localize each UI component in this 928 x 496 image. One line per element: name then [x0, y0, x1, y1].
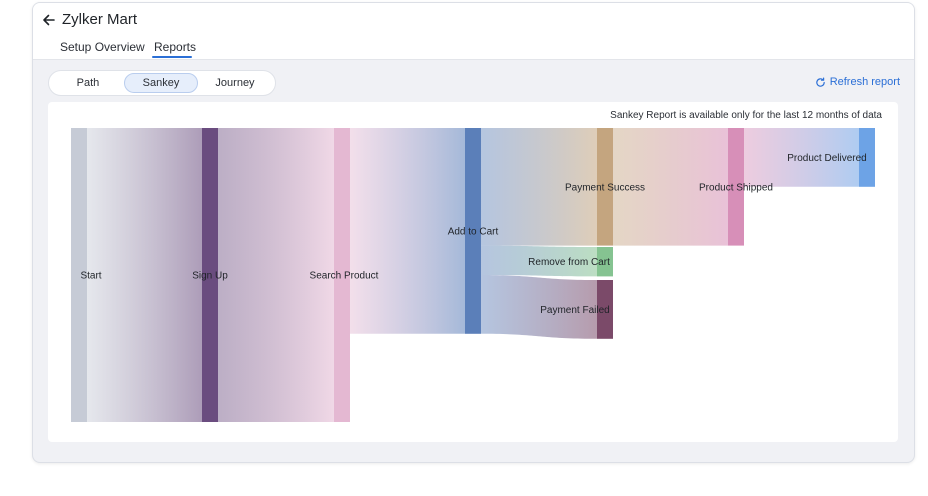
link-add-to-cart-to-payment-failed[interactable] [481, 275, 597, 339]
refresh-icon [815, 77, 825, 87]
node-remove-from-cart[interactable] [597, 247, 613, 277]
page-title: Zylker Mart [62, 11, 137, 28]
node-search-product[interactable] [334, 128, 350, 422]
node-label-product-delivered: Product Delivered [787, 153, 866, 164]
data-availability-note: Sankey Report is available only for the … [610, 110, 882, 121]
node-label-sign-up: Sign Up [192, 271, 228, 282]
refresh-report-label: Refresh report [829, 76, 900, 88]
node-payment-success[interactable] [597, 128, 613, 246]
node-start[interactable] [71, 128, 87, 422]
sankey-panel: Sankey Report is available only for the … [48, 102, 898, 442]
report-card: Zylker Mart Setup Overview Reports Path … [32, 2, 915, 463]
view-option-journey[interactable]: Journey [215, 77, 255, 89]
node-label-start: Start [80, 271, 101, 282]
link-payment-success-to-product-shipped[interactable] [613, 128, 728, 246]
node-product-shipped[interactable] [728, 128, 744, 246]
top-bar: Zylker Mart Setup Overview Reports [33, 3, 914, 60]
node-label-search-product: Search Product [310, 271, 379, 282]
node-label-payment-failed: Payment Failed [540, 305, 609, 316]
node-label-product-shipped: Product Shipped [699, 182, 773, 193]
tab-setup-overview[interactable]: Setup Overview [60, 40, 145, 54]
active-tab-indicator [152, 56, 192, 58]
refresh-report-button[interactable]: Refresh report [815, 76, 900, 88]
link-sign-up-to-search-product[interactable] [218, 128, 334, 422]
link-search-product-to-add-to-cart[interactable] [350, 128, 465, 334]
node-label-remove-from-cart: Remove from Cart [528, 257, 610, 268]
node-label-add-to-cart: Add to Cart [448, 226, 499, 237]
node-label-payment-success: Payment Success [565, 182, 645, 193]
node-product-delivered[interactable] [859, 128, 875, 187]
node-sign-up[interactable] [202, 128, 218, 422]
sankey-chart: Start Sign Up Search Product Add to Cart Rem… [71, 128, 875, 422]
tab-reports[interactable]: Reports [154, 40, 197, 54]
link-add-to-cart-to-remove-from-cart[interactable] [481, 245, 597, 277]
link-product-shipped-to-product-delivered[interactable] [744, 128, 859, 187]
view-option-sankey[interactable]: Sankey [124, 73, 198, 93]
link-add-to-cart-to-payment-success[interactable] [481, 128, 597, 246]
view-option-path[interactable]: Path [76, 77, 100, 89]
link-start-to-sign-up[interactable] [87, 128, 202, 422]
node-add-to-cart[interactable] [465, 128, 481, 334]
back-arrow-icon[interactable] [41, 12, 57, 28]
view-toggle: Path Sankey Journey [48, 70, 276, 96]
node-payment-failed[interactable] [597, 280, 613, 339]
